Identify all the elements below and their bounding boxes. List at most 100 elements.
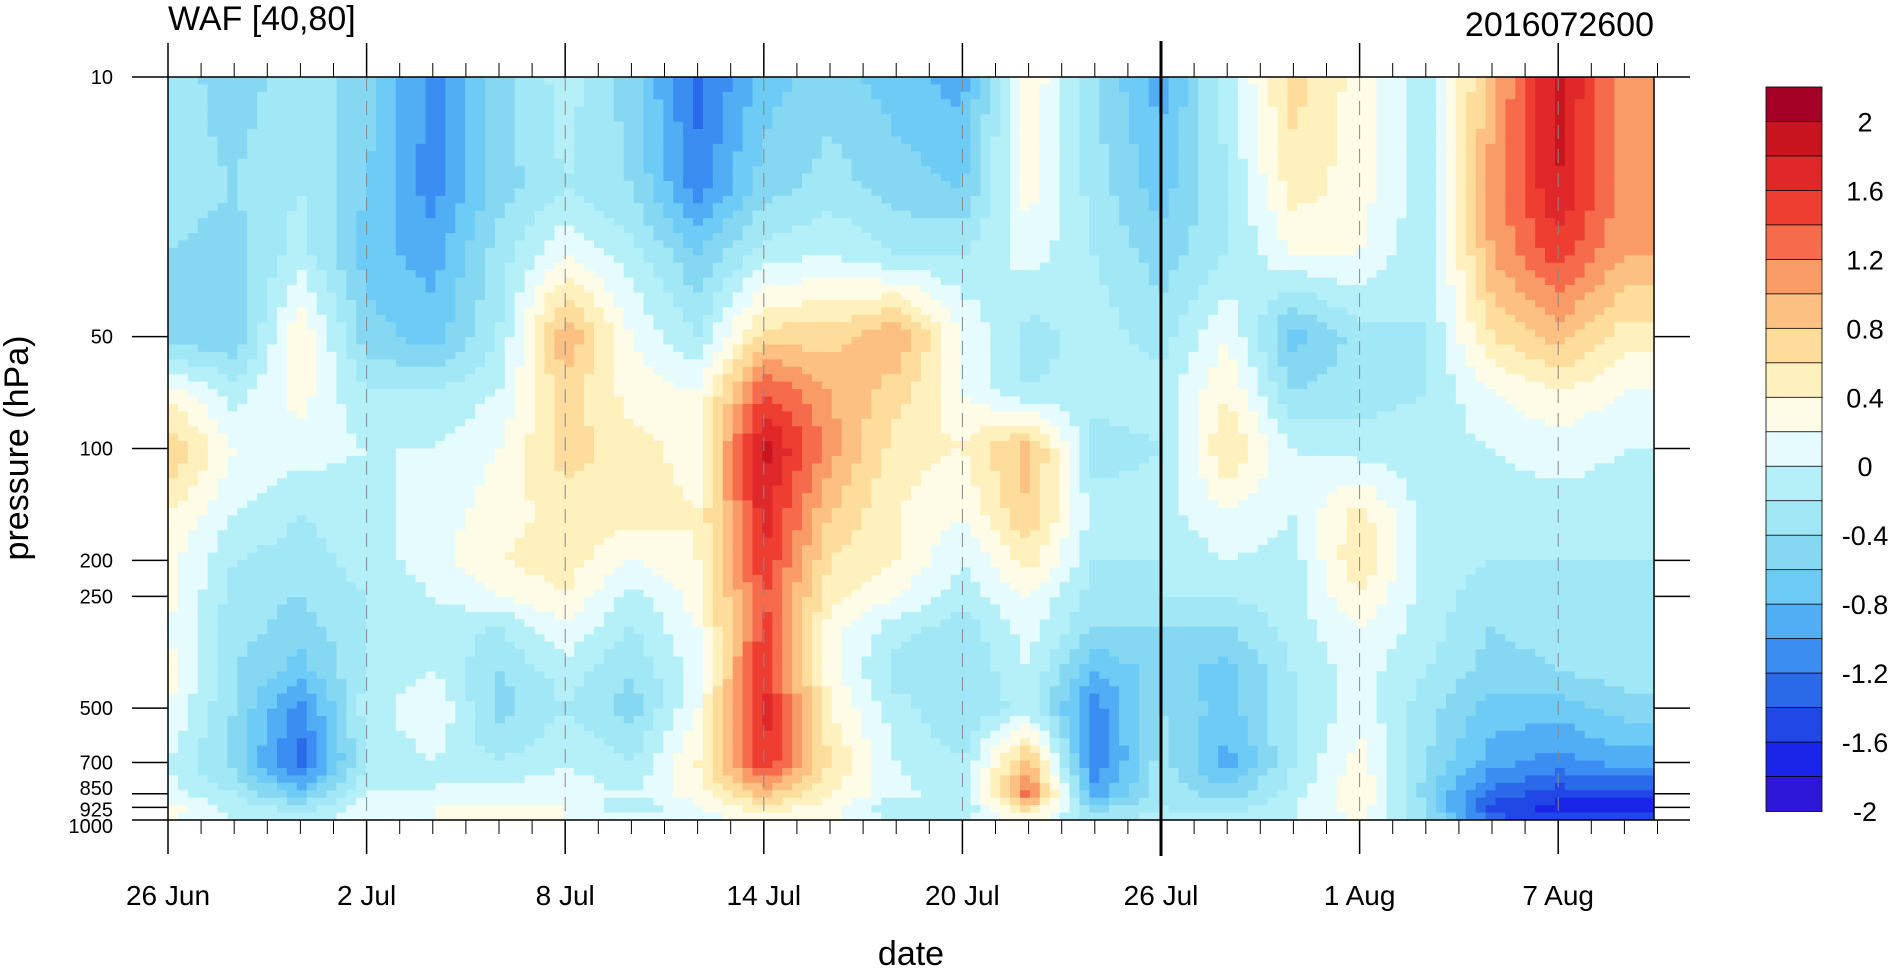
heatmap-cell [1564,225,1576,234]
heatmap-cell [613,195,625,204]
heatmap-cell [1000,106,1011,115]
heatmap-cell [1386,173,1398,182]
heatmap-cell [168,314,179,323]
heatmap-cell [1505,270,1516,279]
heatmap-cell [366,218,377,227]
heatmap-cell [1178,218,1189,227]
heatmap-cell [712,114,724,123]
heatmap-cell [653,173,664,182]
heatmap-cell [1029,255,1041,264]
heatmap-cell [1406,247,1417,256]
heatmap-cell [1535,84,1546,93]
heatmap-cell [494,151,506,160]
heatmap-cell [485,99,496,108]
heatmap-cell [861,99,872,108]
heatmap-cell [247,106,258,115]
heatmap-cell [841,255,853,264]
heatmap-cell [385,314,397,323]
heatmap-cell [1218,91,1229,100]
heatmap-cell [197,247,209,256]
heatmap-cell [564,307,575,316]
heatmap-cell [1208,106,1219,115]
heatmap-cell [177,121,189,130]
heatmap-cell [1158,255,1170,264]
heatmap-cell [168,203,179,212]
heatmap-cell [1247,233,1259,242]
heatmap-cell [316,270,328,279]
heatmap-cell [524,262,536,271]
heatmap-cell [802,99,813,108]
heatmap-cell [514,210,526,219]
heatmap-cell [475,84,486,93]
heatmap-cell [554,210,565,219]
heatmap-cell [1327,203,1338,212]
heatmap-cell [1010,121,1021,130]
heatmap-cell [336,322,347,331]
heatmap-cell [1485,114,1497,123]
heatmap-cell [693,129,704,138]
heatmap-cell [187,143,199,152]
heatmap-cell [940,166,952,175]
heatmap-cell [237,114,248,123]
heatmap-cell [772,314,783,323]
heatmap-cell [574,188,585,197]
heatmap-cell [168,99,179,108]
heatmap-cell [960,84,972,93]
heatmap-cell [603,188,615,197]
heatmap-cell [1346,203,1358,212]
heatmap-cell [1148,77,1160,86]
heatmap-cell [901,143,912,152]
heatmap-cell [1109,307,1120,316]
heatmap-cell [514,314,526,323]
heatmap-cell [475,143,486,152]
heatmap-cell [1564,173,1576,182]
heatmap-cell [1396,270,1407,279]
heatmap-cell [1445,307,1457,316]
heatmap-cell [1188,195,1199,204]
heatmap-cell [762,203,773,212]
heatmap-cell [514,247,526,256]
heatmap-cell [346,277,357,286]
heatmap-cell [336,166,347,175]
heatmap-cell [1416,181,1427,190]
heatmap-cell [802,292,813,301]
heatmap-cell [385,188,397,197]
heatmap-cell [1634,91,1645,100]
heatmap-cell [1168,270,1180,279]
heatmap-cell [1178,181,1189,190]
heatmap-cell [980,136,991,145]
heatmap-cell [1247,314,1259,323]
heatmap-cell [1545,173,1556,182]
heatmap-cell [445,240,456,249]
heatmap-cell [366,314,377,323]
heatmap-cell [1158,210,1170,219]
heatmap-cell [425,77,437,86]
heatmap-cell [712,129,724,138]
heatmap-cell [1178,210,1189,219]
heatmap-cell [1624,299,1635,308]
heatmap-cell [593,233,605,242]
heatmap-cell [1396,225,1407,234]
heatmap-cell [1208,91,1219,100]
heatmap-cell [197,106,209,115]
heatmap-cell [831,307,843,316]
heatmap-cell [960,188,972,197]
heatmap-cell [881,84,892,93]
heatmap-cell [1406,77,1417,86]
heatmap-cell [1545,143,1556,152]
heatmap-cell [445,270,456,279]
heatmap-cell [1069,292,1081,301]
heatmap-cell [1465,143,1477,152]
heatmap-cell [1445,158,1457,167]
heatmap-cell [821,99,833,108]
heatmap-cell [395,158,407,167]
heatmap-cell [247,188,258,197]
heatmap-cell [871,314,882,323]
heatmap-cell [465,292,476,301]
heatmap-cell [187,203,199,212]
heatmap-cell [1237,299,1249,308]
heatmap-cell [1188,307,1199,316]
heatmap-cell [1406,158,1417,167]
heatmap-cell [891,114,902,123]
heatmap-cell [1138,292,1150,301]
